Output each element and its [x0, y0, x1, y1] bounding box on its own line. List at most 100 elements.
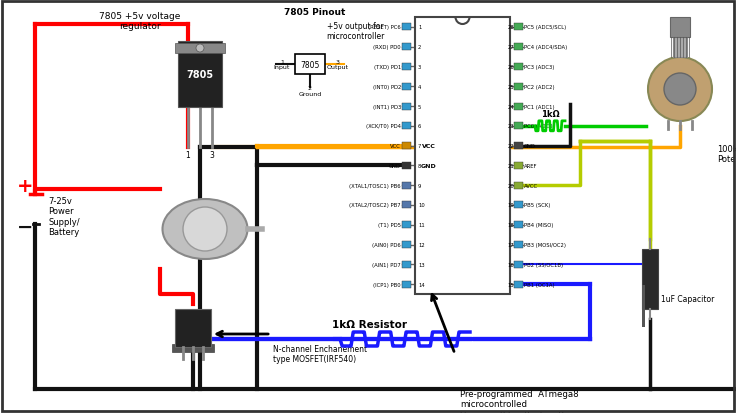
Text: (AIN0) PD6: (AIN0) PD6: [372, 242, 401, 247]
Bar: [415, 18, 510, 294]
Text: 3
Output: 3 Output: [327, 59, 349, 70]
Text: 17: 17: [507, 242, 514, 247]
Bar: [402, 143, 411, 150]
Bar: [514, 64, 523, 71]
Text: 18: 18: [507, 223, 514, 228]
Text: Pre-programmed  ATmega8
microcontrolled
Use pwm8.hex(Link in the
description) fi: Pre-programmed ATmega8 microcontrolled U…: [460, 389, 587, 413]
Text: (RESET) PC6: (RESET) PC6: [368, 25, 401, 30]
Text: 25: 25: [507, 85, 514, 90]
Text: GND: GND: [421, 164, 437, 169]
Bar: [402, 123, 411, 130]
Text: 5: 5: [418, 104, 422, 109]
Text: (TXD) PD1: (TXD) PD1: [374, 65, 401, 70]
Bar: [514, 123, 523, 130]
Text: +5v output for
microcontroller: +5v output for microcontroller: [326, 22, 384, 41]
Text: 1
Input: 1 Input: [274, 59, 290, 70]
Text: 1uF Capacitor: 1uF Capacitor: [661, 295, 715, 304]
Text: 19: 19: [507, 203, 514, 208]
Text: (ICP1) PB0: (ICP1) PB0: [373, 282, 401, 287]
Text: 16: 16: [507, 262, 514, 267]
Text: 22: 22: [507, 144, 514, 149]
Text: 26: 26: [507, 65, 514, 70]
Text: GND: GND: [524, 144, 536, 149]
Circle shape: [183, 207, 227, 252]
Bar: [402, 64, 411, 71]
Text: 1: 1: [418, 25, 422, 30]
Text: 2: 2: [418, 45, 422, 50]
Text: (XTAL2/TOSC2) PB7: (XTAL2/TOSC2) PB7: [350, 203, 401, 208]
Bar: [514, 281, 523, 288]
Text: 1kΩ Resistor: 1kΩ Resistor: [333, 319, 408, 329]
Text: 4: 4: [418, 85, 422, 90]
Text: (INT1) PD3: (INT1) PD3: [372, 104, 401, 109]
Bar: [402, 202, 411, 209]
Text: (RXD) PD0: (RXD) PD0: [373, 45, 401, 50]
Bar: [514, 202, 523, 209]
Bar: [514, 261, 523, 268]
Text: 1: 1: [185, 151, 191, 159]
Bar: [670, 18, 690, 38]
Text: 7: 7: [418, 144, 422, 149]
Text: 6: 6: [418, 124, 422, 129]
Text: 21: 21: [507, 164, 514, 169]
Text: PB4 (MISO): PB4 (MISO): [524, 223, 553, 228]
Text: 1kΩ: 1kΩ: [541, 109, 559, 119]
Bar: [402, 103, 411, 110]
Text: (XCK/T0) PD4: (XCK/T0) PD4: [366, 124, 401, 129]
Text: +: +: [17, 177, 33, 196]
Bar: [178, 42, 222, 108]
Bar: [514, 24, 523, 31]
Text: 28: 28: [507, 25, 514, 30]
Text: 10: 10: [418, 203, 425, 208]
Bar: [175, 309, 211, 347]
Bar: [514, 44, 523, 51]
Text: PB2 (SS/OC1B): PB2 (SS/OC1B): [524, 262, 563, 267]
Text: PB5 (SCK): PB5 (SCK): [524, 203, 551, 208]
Bar: [514, 103, 523, 110]
Text: 3: 3: [210, 151, 214, 159]
Text: PC2 (ADC2): PC2 (ADC2): [524, 85, 555, 90]
Ellipse shape: [163, 199, 247, 259]
Text: 3: 3: [418, 65, 421, 70]
Text: 2
Ground: 2 Ground: [298, 86, 322, 97]
Text: PB3 (MOSI/OC2): PB3 (MOSI/OC2): [524, 242, 566, 247]
Text: 7805 +5v voltage
regulator: 7805 +5v voltage regulator: [99, 12, 180, 31]
Text: 23: 23: [507, 124, 514, 129]
Text: (INT0) PD2: (INT0) PD2: [372, 85, 401, 90]
Text: 100k/10k
Potentiometer: 100k/10k Potentiometer: [717, 145, 736, 164]
Text: PC4 (ADC4/SDA): PC4 (ADC4/SDA): [524, 45, 567, 50]
Bar: [402, 261, 411, 268]
Bar: [402, 83, 411, 90]
Text: 8: 8: [418, 164, 422, 169]
Text: AVCC: AVCC: [524, 183, 538, 188]
Text: VCC: VCC: [390, 144, 401, 149]
Text: N-channel Enchanement
type MOSFET(IRF540): N-channel Enchanement type MOSFET(IRF540…: [273, 344, 367, 363]
Bar: [514, 162, 523, 169]
Text: PC3 (ADC3): PC3 (ADC3): [524, 65, 554, 70]
Text: AREF: AREF: [524, 164, 537, 169]
Bar: [402, 24, 411, 31]
Bar: [402, 162, 411, 169]
Circle shape: [196, 45, 204, 53]
Bar: [514, 242, 523, 249]
Text: 27: 27: [507, 45, 514, 50]
Bar: [402, 242, 411, 249]
Bar: [514, 182, 523, 189]
FancyBboxPatch shape: [295, 55, 325, 75]
Text: PC5 (ADC5/SCL): PC5 (ADC5/SCL): [524, 25, 566, 30]
Circle shape: [648, 58, 712, 122]
Text: 7-25v
Power
Supply/
Battery: 7-25v Power Supply/ Battery: [48, 197, 79, 237]
Text: 14: 14: [418, 282, 425, 287]
Text: PB1 (OC1A): PB1 (OC1A): [524, 282, 555, 287]
Bar: [642, 249, 658, 309]
Bar: [175, 44, 225, 54]
Text: 13: 13: [418, 262, 425, 267]
Text: PC1 (ADC1): PC1 (ADC1): [524, 104, 555, 109]
Bar: [514, 222, 523, 229]
Bar: [402, 44, 411, 51]
Text: 15: 15: [507, 282, 514, 287]
Text: GND: GND: [389, 164, 401, 169]
Bar: [402, 182, 411, 189]
Text: 20: 20: [507, 183, 514, 188]
Text: 9: 9: [418, 183, 422, 188]
